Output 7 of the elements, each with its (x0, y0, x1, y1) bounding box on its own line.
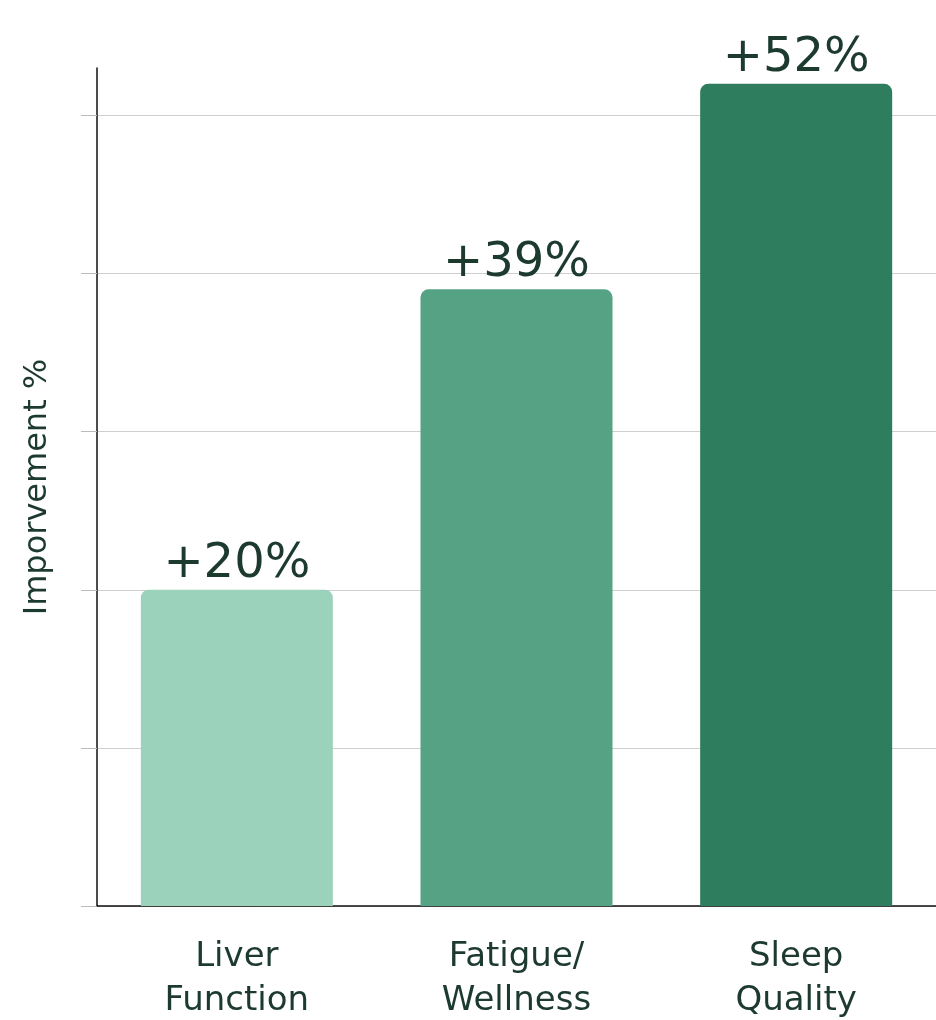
x-tick-label: Fatigue/ Wellness (441, 934, 592, 1018)
x-tick-label: Sleep Quality (735, 934, 857, 1018)
data-label: +20% (163, 531, 311, 588)
data-label: +52% (722, 25, 870, 82)
y-axis-title: Imporvement % (16, 358, 54, 616)
data-label: +39% (443, 231, 590, 288)
x-tick-label: Liver Function (164, 934, 310, 1018)
